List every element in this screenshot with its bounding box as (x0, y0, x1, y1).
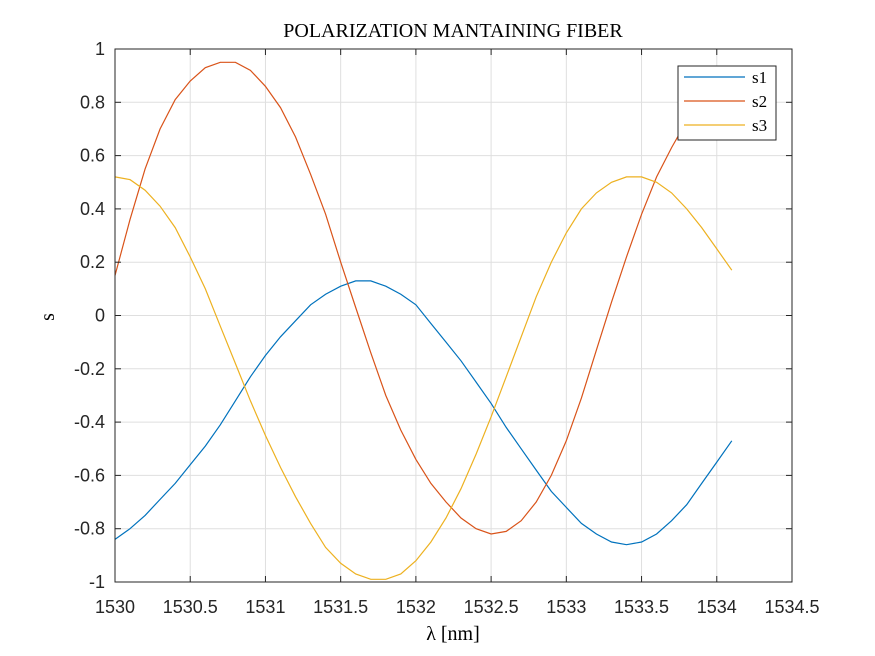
x-tick-label: 1534.5 (764, 597, 819, 617)
y-tick-label: -0.6 (74, 465, 105, 485)
legend-label-s3: s3 (752, 116, 767, 135)
x-tick-label: 1530.5 (163, 597, 218, 617)
legend-box (677, 65, 777, 141)
legend-label-s2: s2 (752, 92, 767, 111)
y-tick-label: -1 (89, 572, 105, 592)
x-axis-ticks: 1530 1530.5 1531 1531.5 1532 1532.5 1533 1533.5… (95, 49, 820, 617)
series-line-s2 (114, 61, 703, 535)
chart-title: POLARIZATION MANTAINING FIBER (283, 20, 623, 42)
series-line-s3 (114, 176, 733, 580)
x-tick-label: 1534 (697, 597, 737, 617)
y-axis-label: s (37, 313, 59, 321)
x-tick-label: 1533.5 (614, 597, 669, 617)
x-tick-label: 1530 (95, 597, 135, 617)
y-tick-label: 0.2 (80, 252, 105, 272)
legend-label-s1: s1 (752, 68, 767, 87)
x-tick-label: 1532.5 (464, 597, 519, 617)
y-tick-label: 1 (95, 39, 105, 59)
y-tick-label: -0.4 (74, 412, 105, 432)
x-tick-label: 1532 (396, 597, 436, 617)
y-tick-label: 0.8 (80, 92, 105, 112)
legend: s1 s2 s3 (677, 65, 777, 141)
y-axis-ticks: -1 -0.8 -0.6 -0.4 -0.2 0 0.2 0.4 0.6 0.8 1 (74, 39, 792, 592)
y-tick-label: -0.8 (74, 519, 105, 539)
grid (114, 48, 793, 583)
x-tick-label: 1531 (245, 597, 285, 617)
x-tick-label: 1533 (546, 597, 586, 617)
series-line-s1 (114, 280, 733, 546)
series-lines (114, 61, 733, 580)
y-tick-label: -0.2 (74, 359, 105, 379)
y-tick-label: 0 (95, 306, 105, 326)
x-tick-label: 1531.5 (313, 597, 368, 617)
x-axis-label: λ [nm] (426, 623, 480, 645)
y-tick-label: 0.6 (80, 146, 105, 166)
y-tick-label: 0.4 (80, 199, 105, 219)
